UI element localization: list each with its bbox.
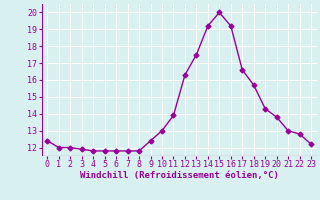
- X-axis label: Windchill (Refroidissement éolien,°C): Windchill (Refroidissement éolien,°C): [80, 171, 279, 180]
